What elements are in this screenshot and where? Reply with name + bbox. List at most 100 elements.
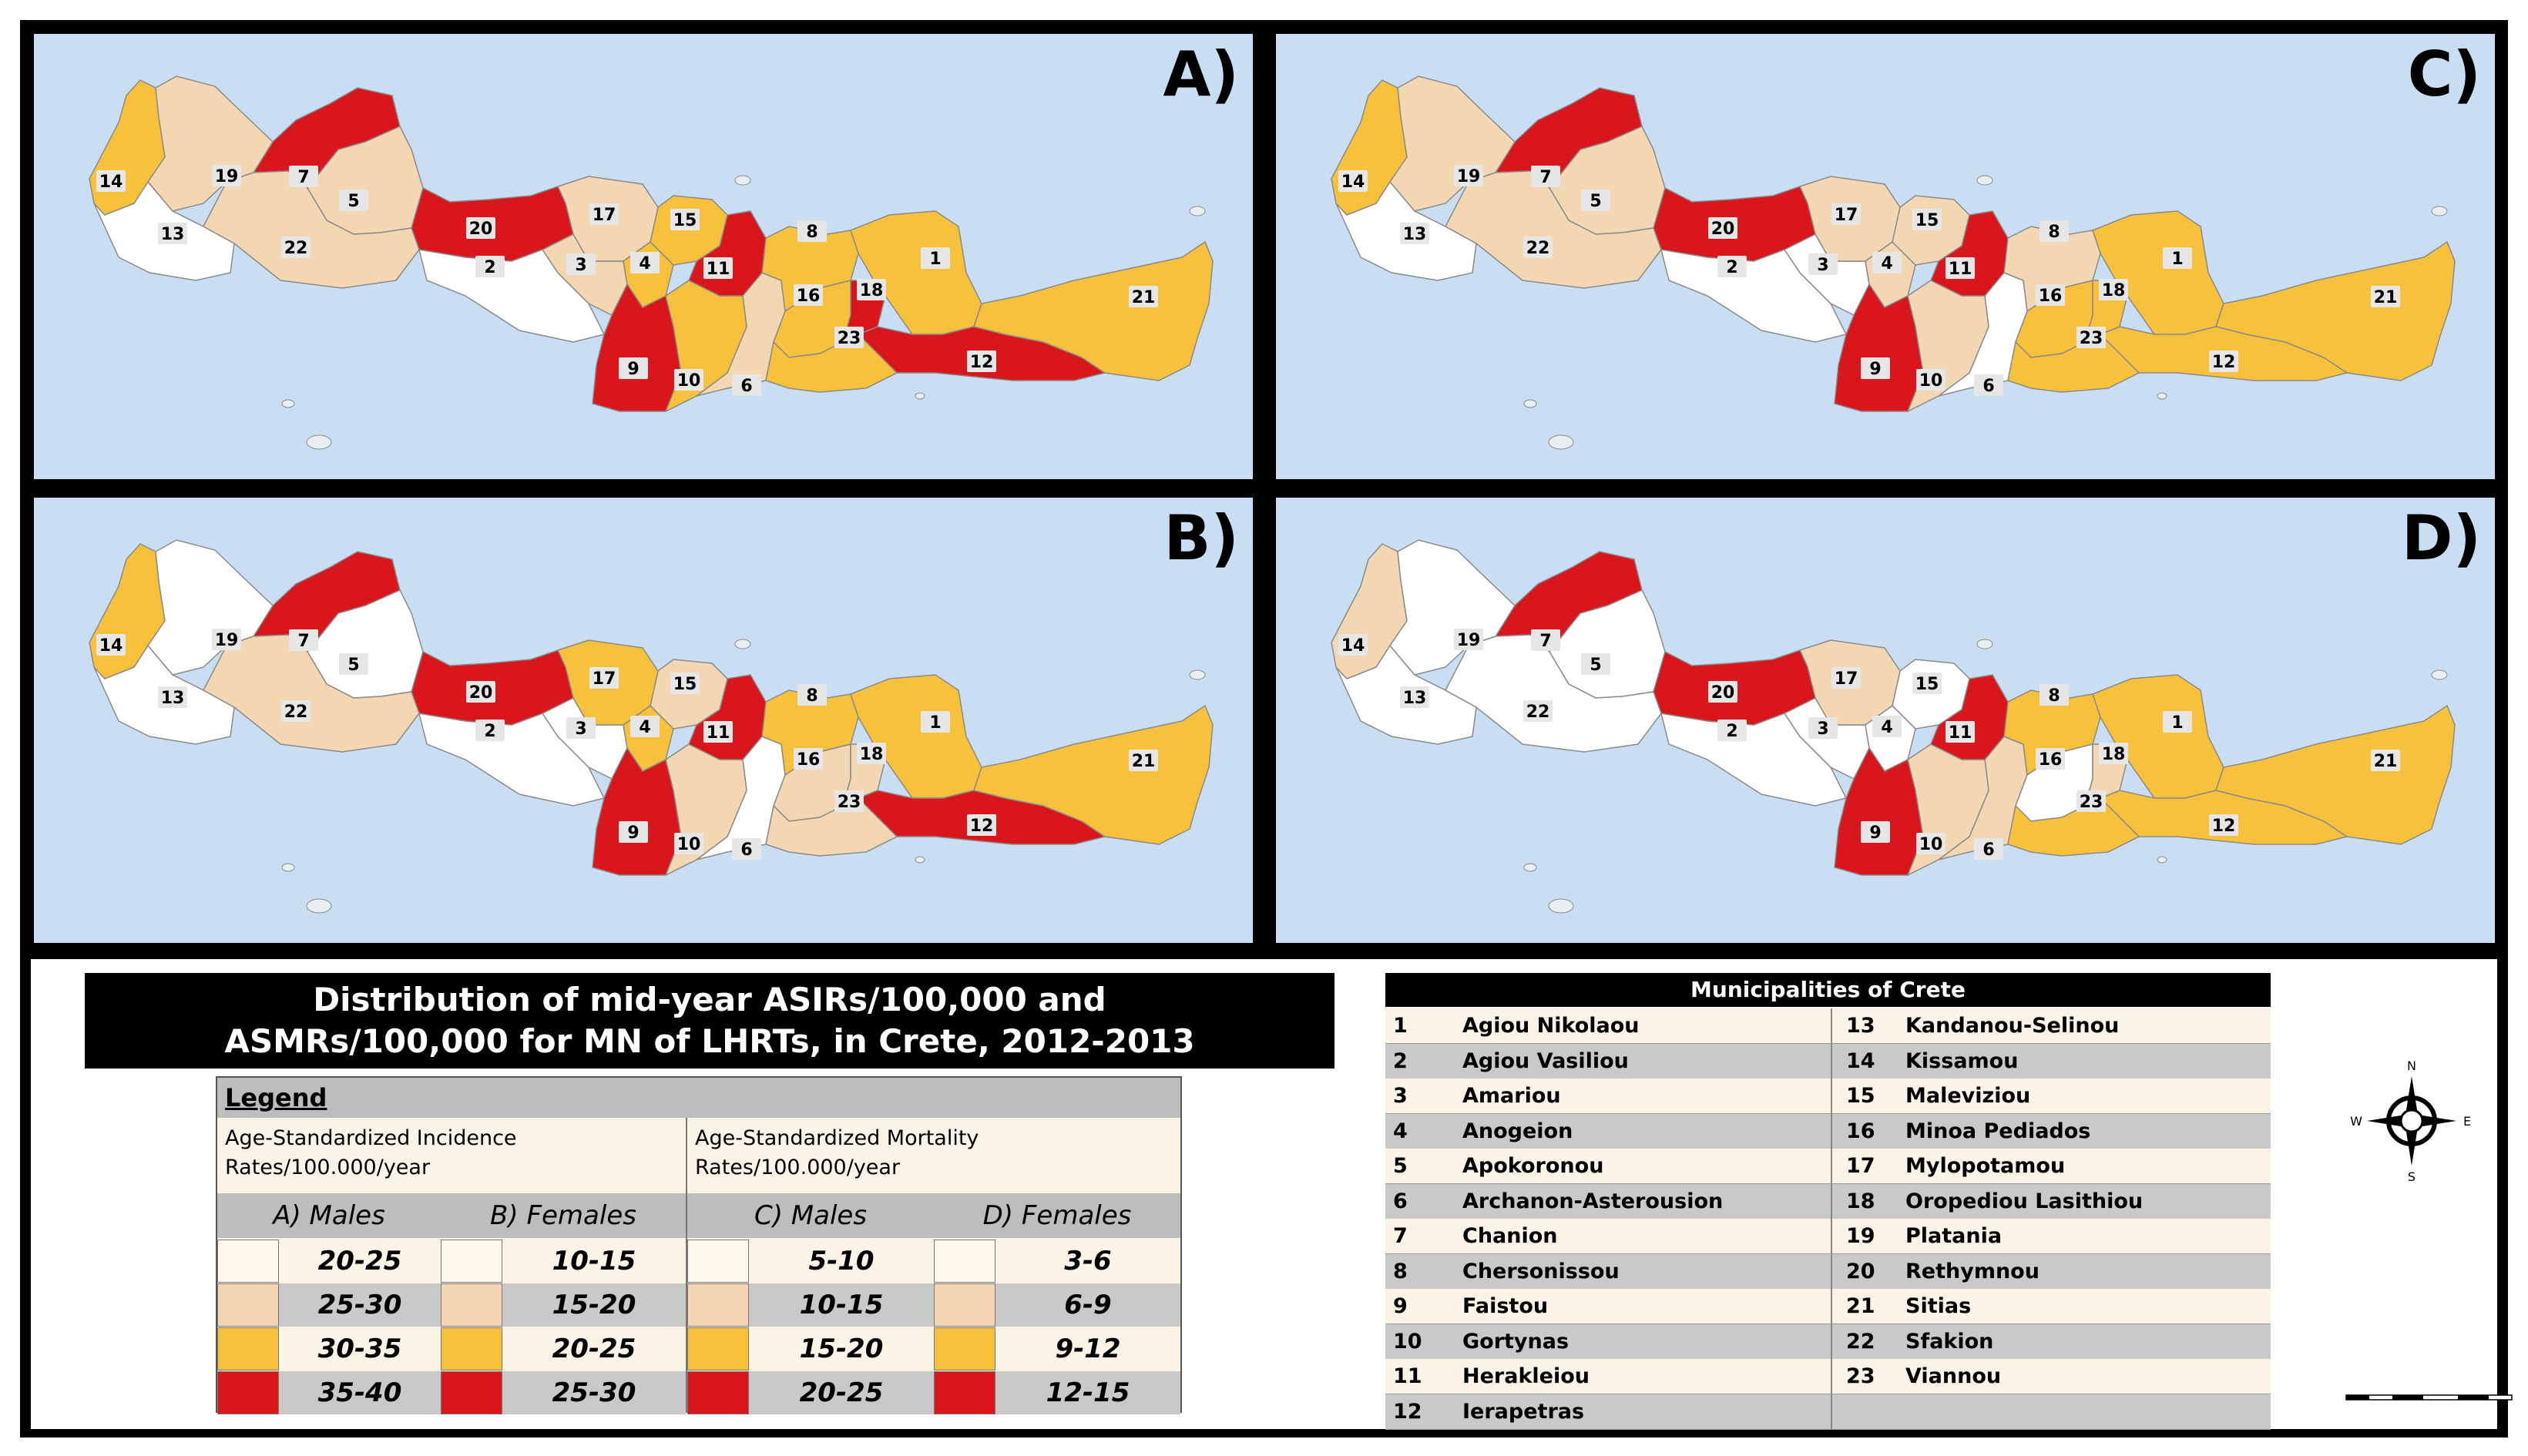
region-number-label: 12 <box>970 353 994 372</box>
region-number-label: 4 <box>639 718 650 737</box>
region-number-label: 22 <box>1526 239 1550 258</box>
region-number-box <box>967 351 996 372</box>
region-number-box <box>1338 634 1368 656</box>
region-number-label: 14 <box>1341 636 1365 656</box>
legend-col-header-b: B) Females <box>441 1193 686 1238</box>
region-number-label: 9 <box>627 824 639 843</box>
region-number-box <box>921 711 950 733</box>
region-number-box <box>1338 170 1368 192</box>
region-number-label: 22 <box>1526 703 1550 722</box>
region-number-label: 13 <box>161 689 185 708</box>
municipality-name: Herakleiou <box>1462 1364 1590 1388</box>
municipality-row: 1 Agiou Nikolaou 13 Kandanou-Selinou <box>1385 1008 2271 1044</box>
legend-value: 35-40 <box>279 1371 441 1414</box>
region-number-box <box>289 166 318 187</box>
compass-s: S <box>2408 1169 2416 1183</box>
municipality-row: 10 Gortynas 22 Sfakion <box>1385 1323 2271 1360</box>
region-number-box <box>1831 667 1861 689</box>
legend-swatch <box>217 1327 279 1370</box>
islet-shape <box>2157 392 2167 400</box>
region-number-box <box>1872 716 1902 737</box>
region-number-label: 21 <box>1132 752 1156 771</box>
municipality-row: 2 Agiou Vasiliou 14 Kissamou <box>1385 1043 2271 1079</box>
legend-value: 12-15 <box>995 1371 1180 1414</box>
region-number-label: 19 <box>215 167 239 186</box>
region-number-label: 6 <box>740 377 752 396</box>
region-number-label: 6 <box>740 840 752 860</box>
region-number-label: 15 <box>1915 211 1939 230</box>
municipality-row: 9 Faistou 21 Sitias <box>1385 1289 2271 1324</box>
region-number-label: 6 <box>1982 840 1994 860</box>
region-number-box <box>96 170 126 192</box>
islet-shape <box>915 856 925 864</box>
region-number-box <box>1912 209 1942 230</box>
municipality-name: Chanion <box>1462 1224 1558 1248</box>
municipality-region-23 <box>2007 334 2140 393</box>
legend-swatch <box>217 1283 279 1327</box>
map-panel-a: 1 2 3 4 5 6 7 8 9 10 11 12 13 14 15 16 17 18 19 20 21 22 23 A) <box>34 34 1253 479</box>
legend-value: 10-15 <box>502 1240 686 1283</box>
legend-swatch <box>441 1240 502 1283</box>
legend-swatch <box>934 1371 995 1414</box>
region-number-box <box>619 821 648 843</box>
region-number-box <box>619 357 648 379</box>
region-number-box <box>794 748 823 770</box>
region-number-box <box>2163 711 2192 733</box>
region-number-box <box>797 684 827 706</box>
islet-shape <box>1523 399 1537 408</box>
region-number-label: 7 <box>297 168 309 187</box>
region-number-label: 15 <box>673 211 697 230</box>
municipalities-table: Municipalities of Crete 1 Agiou Nikolaou 1… <box>1385 973 2271 1432</box>
region-number-label: 23 <box>2080 329 2103 348</box>
region-number-label: 15 <box>673 675 697 694</box>
region-number-box <box>2209 351 2238 372</box>
legend-swatch <box>687 1240 749 1283</box>
legend-value: 5-10 <box>749 1240 934 1283</box>
region-number-box <box>1912 673 1942 694</box>
municipality-region-21 <box>973 240 1214 381</box>
region-number-box <box>857 743 886 764</box>
region-number-box <box>566 717 596 739</box>
compass-rose-icon: N S W E <box>2350 1059 2471 1183</box>
municipality-number: 4 <box>1393 1119 1408 1143</box>
region-number-box <box>2036 748 2065 770</box>
region-number-label: 8 <box>806 223 817 242</box>
municipality-name: Viannou <box>1905 1364 2002 1388</box>
region-number-label: 11 <box>1949 260 1972 279</box>
region-number-label: 5 <box>1590 656 1601 675</box>
municipality-number: 18 <box>1846 1189 1875 1213</box>
municipality-number: 9 <box>1393 1294 1408 1318</box>
region-number-label: 23 <box>838 329 861 348</box>
municipality-number: 22 <box>1846 1329 1875 1354</box>
region-number-label: 3 <box>1817 256 1828 275</box>
region-number-label: 13 <box>1403 689 1427 708</box>
municipality-number: 19 <box>1846 1224 1875 1248</box>
region-number-box <box>589 203 619 225</box>
region-number-box <box>2209 814 2238 836</box>
region-number-box <box>834 327 864 348</box>
region-number-box <box>670 673 700 694</box>
legend-swatch <box>441 1283 502 1327</box>
region-number-label: 11 <box>707 723 730 743</box>
municipality-name: Sfakion <box>1905 1329 1994 1354</box>
legend-value: 9-12 <box>995 1327 1180 1370</box>
region-number-box <box>96 634 126 656</box>
compass-e: E <box>2463 1114 2471 1129</box>
region-number-label: 3 <box>1817 720 1828 739</box>
region-number-box <box>630 716 660 737</box>
municipality-name: Rethymnou <box>1905 1259 2040 1283</box>
region-number-box <box>475 256 505 277</box>
islet-shape <box>1548 434 1574 450</box>
region-number-label: 3 <box>575 720 586 739</box>
municipality-name: Kissamou <box>1905 1048 2019 1073</box>
municipality-name: Minoa Pediados <box>1905 1119 2091 1143</box>
region-number-box <box>1454 629 1483 650</box>
municipality-number: 21 <box>1846 1294 1875 1318</box>
region-number-label: 17 <box>593 669 616 689</box>
region-number-label: 9 <box>1869 360 1881 379</box>
islet-shape <box>1548 898 1574 914</box>
region-number-label: 4 <box>639 254 650 273</box>
